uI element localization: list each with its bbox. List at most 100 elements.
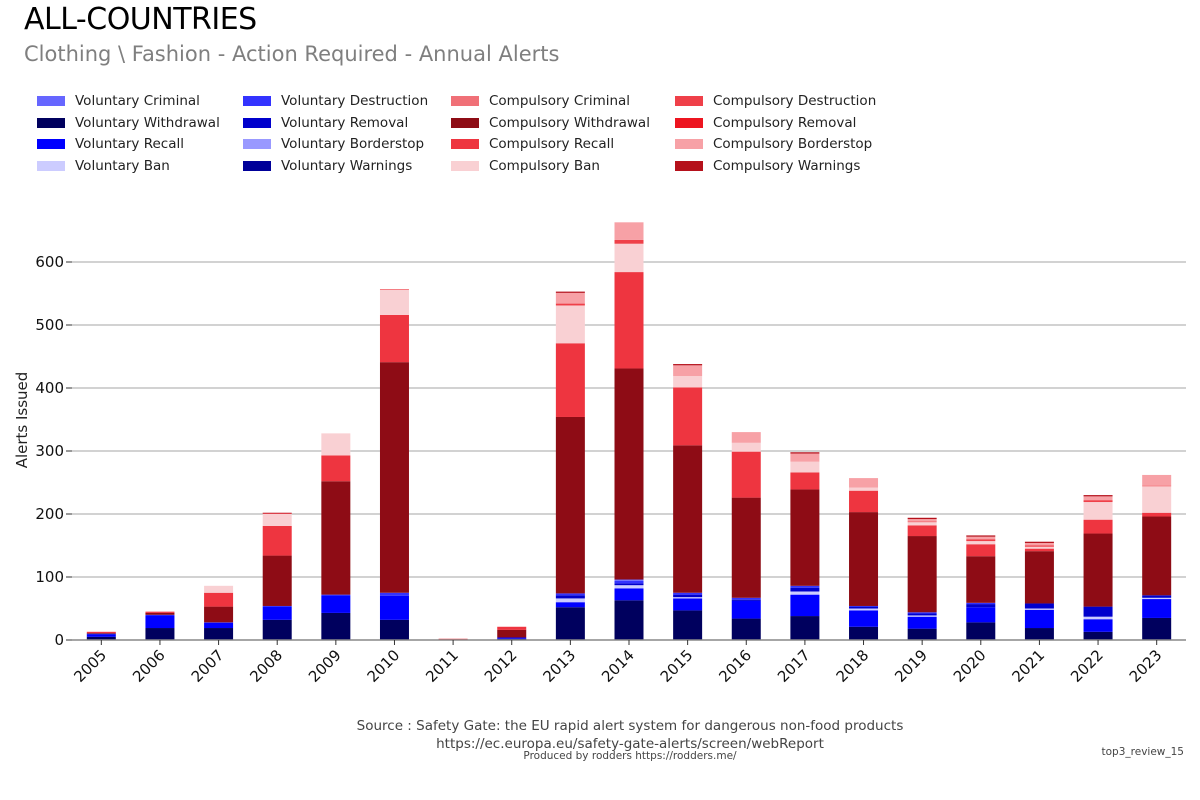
bar-segment[interactable] (673, 597, 703, 599)
legend-item[interactable]: Voluntary Recall (37, 133, 243, 155)
bar-segment[interactable] (907, 628, 937, 640)
bar-segment[interactable] (1083, 606, 1113, 617)
bar-segment[interactable] (1024, 609, 1054, 629)
bar-segment[interactable] (614, 239, 644, 244)
bar-segment[interactable] (555, 291, 585, 293)
bar-segment[interactable] (145, 612, 175, 615)
bar-segment[interactable] (1083, 500, 1113, 503)
bar-segment[interactable] (1083, 495, 1113, 497)
bar-segment[interactable] (849, 478, 879, 488)
bar-segment[interactable] (731, 600, 761, 619)
bar-segment[interactable] (379, 289, 409, 290)
bar-segment[interactable] (145, 628, 175, 640)
bar-segment[interactable] (555, 607, 585, 640)
bar-segment[interactable] (614, 600, 644, 640)
bar-segment[interactable] (849, 605, 879, 607)
bar-segment[interactable] (204, 628, 234, 640)
legend-item[interactable]: Voluntary Withdrawal (37, 112, 243, 134)
bar-segment[interactable] (555, 343, 585, 417)
bar-segment[interactable] (1083, 533, 1113, 607)
bar-segment[interactable] (673, 365, 703, 377)
bar-segment[interactable] (1142, 597, 1172, 600)
bar-segment[interactable] (907, 522, 937, 526)
bar-segment[interactable] (907, 536, 937, 613)
bar-segment[interactable] (1142, 599, 1172, 618)
bar-segment[interactable] (849, 606, 879, 609)
bar-segment[interactable] (790, 489, 820, 586)
bar-segment[interactable] (86, 633, 116, 635)
bar-segment[interactable] (731, 442, 761, 452)
bar-segment[interactable] (966, 544, 996, 557)
bar-segment[interactable] (321, 433, 351, 456)
bar-segment[interactable] (1142, 486, 1172, 513)
legend-item[interactable]: Compulsory Recall (451, 133, 675, 155)
bar-segment[interactable] (731, 618, 761, 640)
bar-segment[interactable] (907, 521, 937, 523)
bar-segment[interactable] (86, 631, 116, 634)
bar-segment[interactable] (438, 638, 468, 640)
bar-segment[interactable] (849, 512, 879, 606)
bar-segment[interactable] (614, 243, 644, 273)
legend-item[interactable]: Voluntary Removal (243, 112, 451, 134)
bar-segment[interactable] (1142, 512, 1172, 517)
bar-segment[interactable] (731, 597, 761, 600)
legend-item[interactable]: Compulsory Destruction (675, 90, 895, 112)
bar-segment[interactable] (849, 610, 879, 627)
bar-segment[interactable] (555, 602, 585, 608)
bar-segment[interactable] (673, 594, 703, 598)
bar-segment[interactable] (907, 517, 937, 520)
bar-segment[interactable] (673, 364, 703, 366)
bar-segment[interactable] (555, 305, 585, 344)
bar-segment[interactable] (1083, 631, 1113, 640)
bar-segment[interactable] (262, 555, 292, 606)
bar-segment[interactable] (321, 455, 351, 482)
bar-segment[interactable] (555, 598, 585, 603)
legend-item[interactable]: Voluntary Warnings (243, 155, 451, 177)
bar-segment[interactable] (790, 585, 820, 588)
bar-segment[interactable] (1142, 485, 1172, 487)
bar-segment[interactable] (966, 604, 996, 608)
bar-segment[interactable] (204, 606, 234, 623)
bar-segment[interactable] (673, 445, 703, 593)
bar-segment[interactable] (379, 592, 409, 596)
bar-segment[interactable] (790, 472, 820, 490)
bar-segment[interactable] (966, 556, 996, 603)
bar-segment[interactable] (145, 611, 175, 613)
bar-segment[interactable] (966, 602, 996, 605)
bar-segment[interactable] (86, 634, 116, 637)
bar-segment[interactable] (849, 608, 879, 611)
bar-segment[interactable] (790, 587, 820, 592)
bar-segment[interactable] (379, 362, 409, 593)
bar-segment[interactable] (262, 619, 292, 640)
legend-item[interactable]: Compulsory Removal (675, 112, 895, 134)
bar-segment[interactable] (1142, 595, 1172, 598)
legend-item[interactable]: Voluntary Criminal (37, 90, 243, 112)
bar-segment[interactable] (145, 615, 175, 629)
bar-segment[interactable] (907, 616, 937, 629)
bar-segment[interactable] (673, 387, 703, 446)
bar-segment[interactable] (849, 487, 879, 491)
bar-segment[interactable] (1083, 616, 1113, 620)
bar-segment[interactable] (1024, 548, 1054, 552)
source-url[interactable]: https://ec.europa.eu/safety-gate-alerts/… (436, 736, 824, 752)
bar-segment[interactable] (555, 303, 585, 306)
bar-segment[interactable] (1083, 619, 1113, 632)
bar-segment[interactable] (790, 616, 820, 640)
bar-segment[interactable] (86, 636, 116, 640)
bar-segment[interactable] (614, 222, 644, 240)
bar-segment[interactable] (907, 613, 937, 616)
legend-item[interactable]: Voluntary Ban (37, 155, 243, 177)
legend-item[interactable]: Compulsory Withdrawal (451, 112, 675, 134)
legend-item[interactable]: Compulsory Warnings (675, 155, 895, 177)
bar-segment[interactable] (204, 592, 234, 607)
bar-segment[interactable] (790, 591, 820, 595)
legend-item[interactable]: Compulsory Borderstop (675, 133, 895, 155)
bar-segment[interactable] (1024, 603, 1054, 609)
bar-segment[interactable] (1024, 608, 1054, 610)
bar-segment[interactable] (731, 497, 761, 598)
bar-segment[interactable] (204, 585, 234, 593)
bar-segment[interactable] (966, 622, 996, 640)
bar-segment[interactable] (673, 376, 703, 388)
bar-segment[interactable] (145, 614, 175, 616)
bar-segment[interactable] (379, 595, 409, 620)
